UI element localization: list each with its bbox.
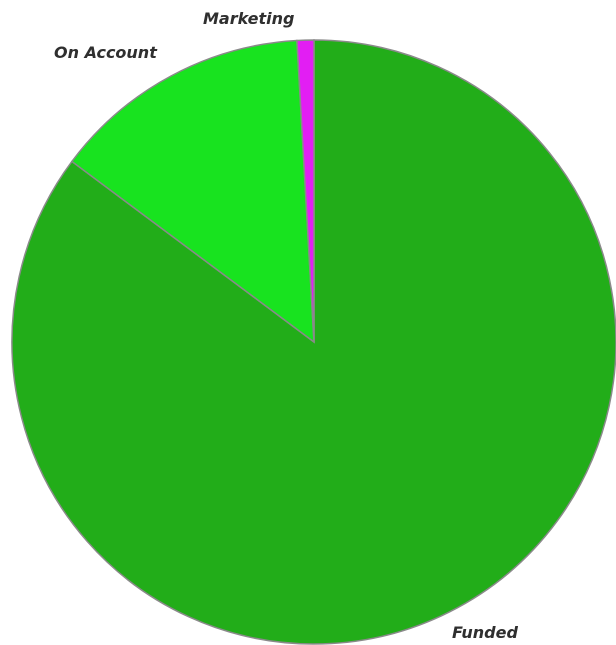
- pie-slice-marketing: [296, 39, 315, 343]
- pie-slices: [11, 39, 616, 645]
- pie-slice-on-account: [70, 39, 315, 344]
- slice-label-funded: Funded: [452, 623, 518, 642]
- slice-label-marketing: Marketing: [203, 9, 295, 28]
- slice-label-on-account: On Account: [54, 43, 158, 62]
